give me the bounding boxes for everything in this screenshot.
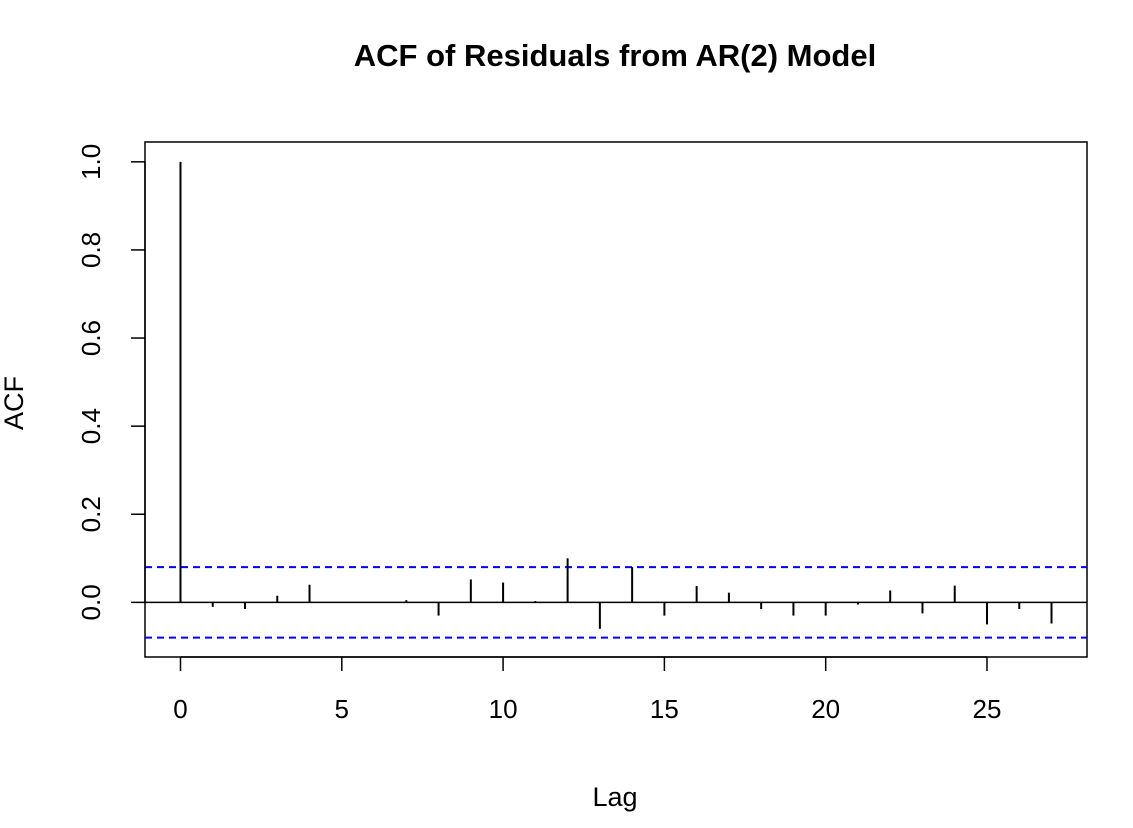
x-tick-label: 5 xyxy=(335,694,349,724)
plot-frame xyxy=(144,141,1088,658)
y-axis-label: ACF xyxy=(0,376,29,430)
y-tick-label: 1.0 xyxy=(76,144,106,180)
y-tick-label: 0.6 xyxy=(76,320,106,356)
x-tick-label: 15 xyxy=(650,694,679,724)
chart-marks: 0 5 10 15 20 25 0.0 0.2 0.4 0.6 0.8 1.0 xyxy=(76,144,1087,724)
x-tick-label: 20 xyxy=(811,694,840,724)
y-tick-label: 0.0 xyxy=(76,584,106,620)
y-tick-label: 0.8 xyxy=(76,232,106,268)
x-tick-label: 25 xyxy=(973,694,1002,724)
x-axis-label: Lag xyxy=(592,782,637,812)
x-tick-label: 10 xyxy=(489,694,518,724)
chart-title: ACF of Residuals from AR(2) Model xyxy=(354,38,876,73)
y-tick-label: 0.2 xyxy=(76,496,106,532)
x-tick-label: 0 xyxy=(173,694,187,724)
y-tick-label: 0.4 xyxy=(76,408,106,444)
